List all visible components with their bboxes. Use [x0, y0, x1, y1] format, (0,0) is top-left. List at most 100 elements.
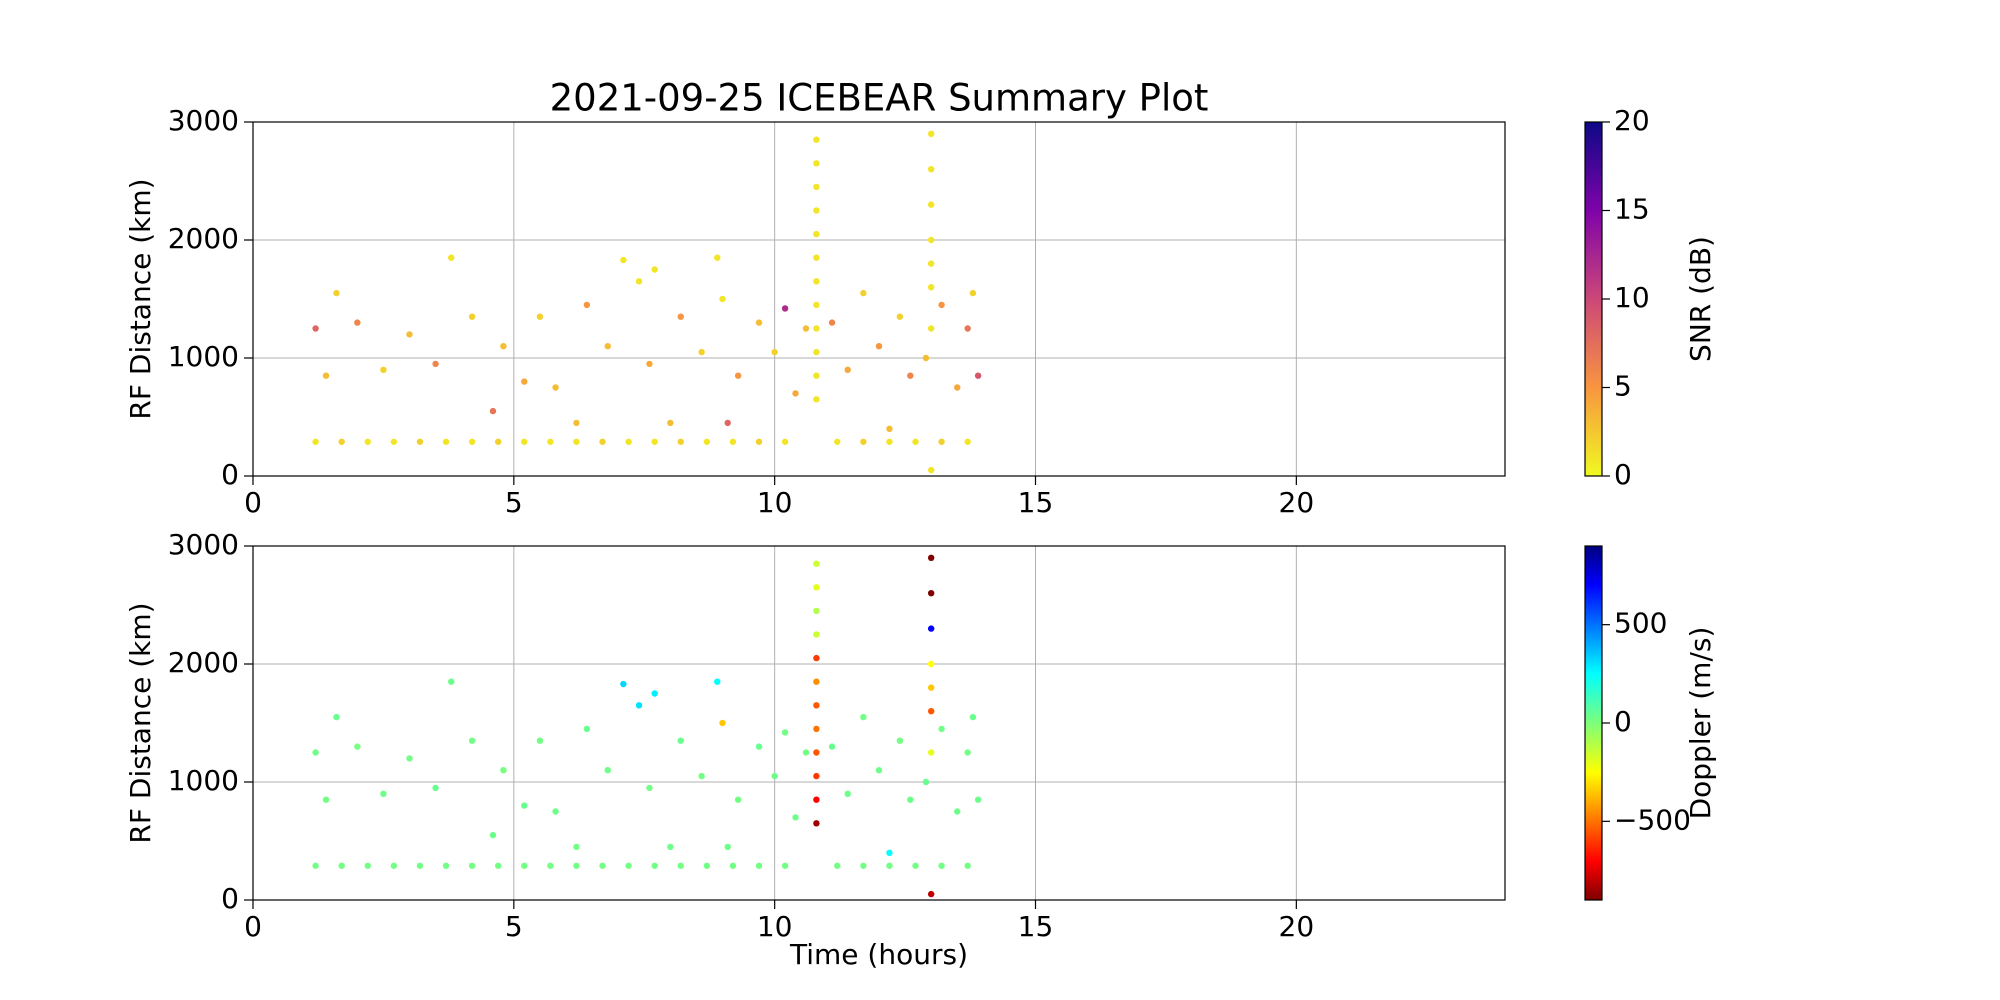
data-point: [927, 554, 935, 561]
data-point: [813, 607, 820, 615]
data-point: [927, 130, 935, 137]
x-tick-label: 15: [1018, 486, 1054, 519]
data-point: [927, 708, 935, 715]
data-point: [771, 348, 778, 356]
y-tick-label: 0: [221, 458, 239, 491]
data-point: [651, 266, 658, 273]
data-point: [573, 438, 580, 445]
data-point: [927, 236, 935, 244]
data-point: [677, 862, 684, 869]
data-point: [860, 438, 867, 445]
data-point: [922, 354, 930, 362]
data-point: [974, 796, 982, 803]
data-point: [922, 778, 930, 786]
data-point: [724, 419, 731, 427]
data-point: [860, 289, 867, 297]
data-point: [364, 862, 371, 869]
data-point: [813, 702, 820, 709]
data-point: [380, 366, 387, 373]
data-point: [886, 862, 893, 869]
data-point: [907, 372, 914, 379]
data-point: [599, 438, 606, 445]
data-point: [927, 166, 935, 173]
data-point: [954, 808, 961, 815]
data-point: [792, 814, 799, 821]
data-point: [651, 862, 658, 869]
data-point: [813, 301, 820, 309]
data-point: [886, 438, 893, 445]
colorbar-tick-label: 20: [1614, 104, 1650, 137]
data-point: [536, 313, 544, 320]
data-point: [813, 820, 820, 827]
data-point: [781, 729, 789, 736]
data-point: [938, 438, 945, 445]
data-point: [552, 808, 559, 815]
axes-background: [253, 122, 1505, 476]
data-point: [912, 438, 919, 445]
data-point: [927, 466, 935, 474]
data-point: [604, 343, 611, 350]
colorbar-tick-label: 5: [1614, 370, 1632, 403]
data-point: [646, 784, 653, 792]
data-point: [964, 862, 971, 869]
plot-area: 0 5 10 15 20 0 1000 2000 3000: [168, 104, 1506, 519]
data-point: [468, 737, 476, 744]
data-point: [755, 438, 763, 445]
data-point: [729, 438, 737, 445]
data-point: [896, 737, 904, 744]
x-tick-label: 10: [757, 910, 793, 943]
data-point: [729, 862, 737, 869]
data-point: [719, 719, 726, 727]
data-point: [390, 438, 398, 445]
data-point: [813, 278, 820, 285]
data-point: [964, 438, 971, 445]
data-point: [834, 438, 841, 445]
data-point: [828, 319, 836, 326]
data-point: [938, 301, 945, 309]
data-point: [333, 713, 340, 721]
data-point: [312, 862, 319, 869]
y-tick-label: 2000: [168, 222, 239, 255]
data-point: [912, 862, 919, 869]
points: [312, 130, 982, 474]
data-point: [714, 678, 721, 685]
data-point: [813, 749, 820, 756]
data-point: [651, 690, 658, 697]
x-tick-label: 20: [1279, 910, 1315, 943]
x-tick-label: 10: [757, 486, 793, 519]
data-point: [573, 862, 580, 869]
data-point: [667, 419, 674, 427]
data-point: [322, 796, 330, 803]
data-point: [813, 160, 820, 167]
data-point: [432, 784, 439, 792]
data-point: [500, 343, 507, 350]
data-point: [813, 678, 820, 685]
data-point: [828, 743, 836, 750]
data-point: [802, 325, 810, 332]
data-point: [354, 743, 361, 750]
data-point: [781, 862, 789, 869]
data-point: [813, 796, 820, 803]
data-point: [927, 201, 935, 208]
data-point: [442, 862, 450, 869]
data-point: [468, 438, 476, 445]
data-point: [468, 862, 476, 869]
data-point: [714, 254, 721, 261]
y-tick-label: 1000: [168, 764, 239, 797]
data-point: [927, 749, 935, 756]
data-point: [844, 366, 851, 373]
data-point: [364, 438, 371, 445]
x-tick-label: 0: [244, 910, 262, 943]
data-point: [312, 438, 319, 445]
colorbar: [1584, 545, 1603, 901]
data-point: [312, 325, 319, 332]
data-point: [927, 325, 935, 332]
y-tick-label: 1000: [168, 340, 239, 373]
data-point: [333, 289, 340, 297]
data-point: [416, 862, 424, 869]
data-point: [620, 256, 627, 264]
data-point: [604, 767, 611, 774]
data-point: [677, 737, 684, 744]
data-point: [813, 207, 820, 214]
data-point: [771, 772, 778, 780]
